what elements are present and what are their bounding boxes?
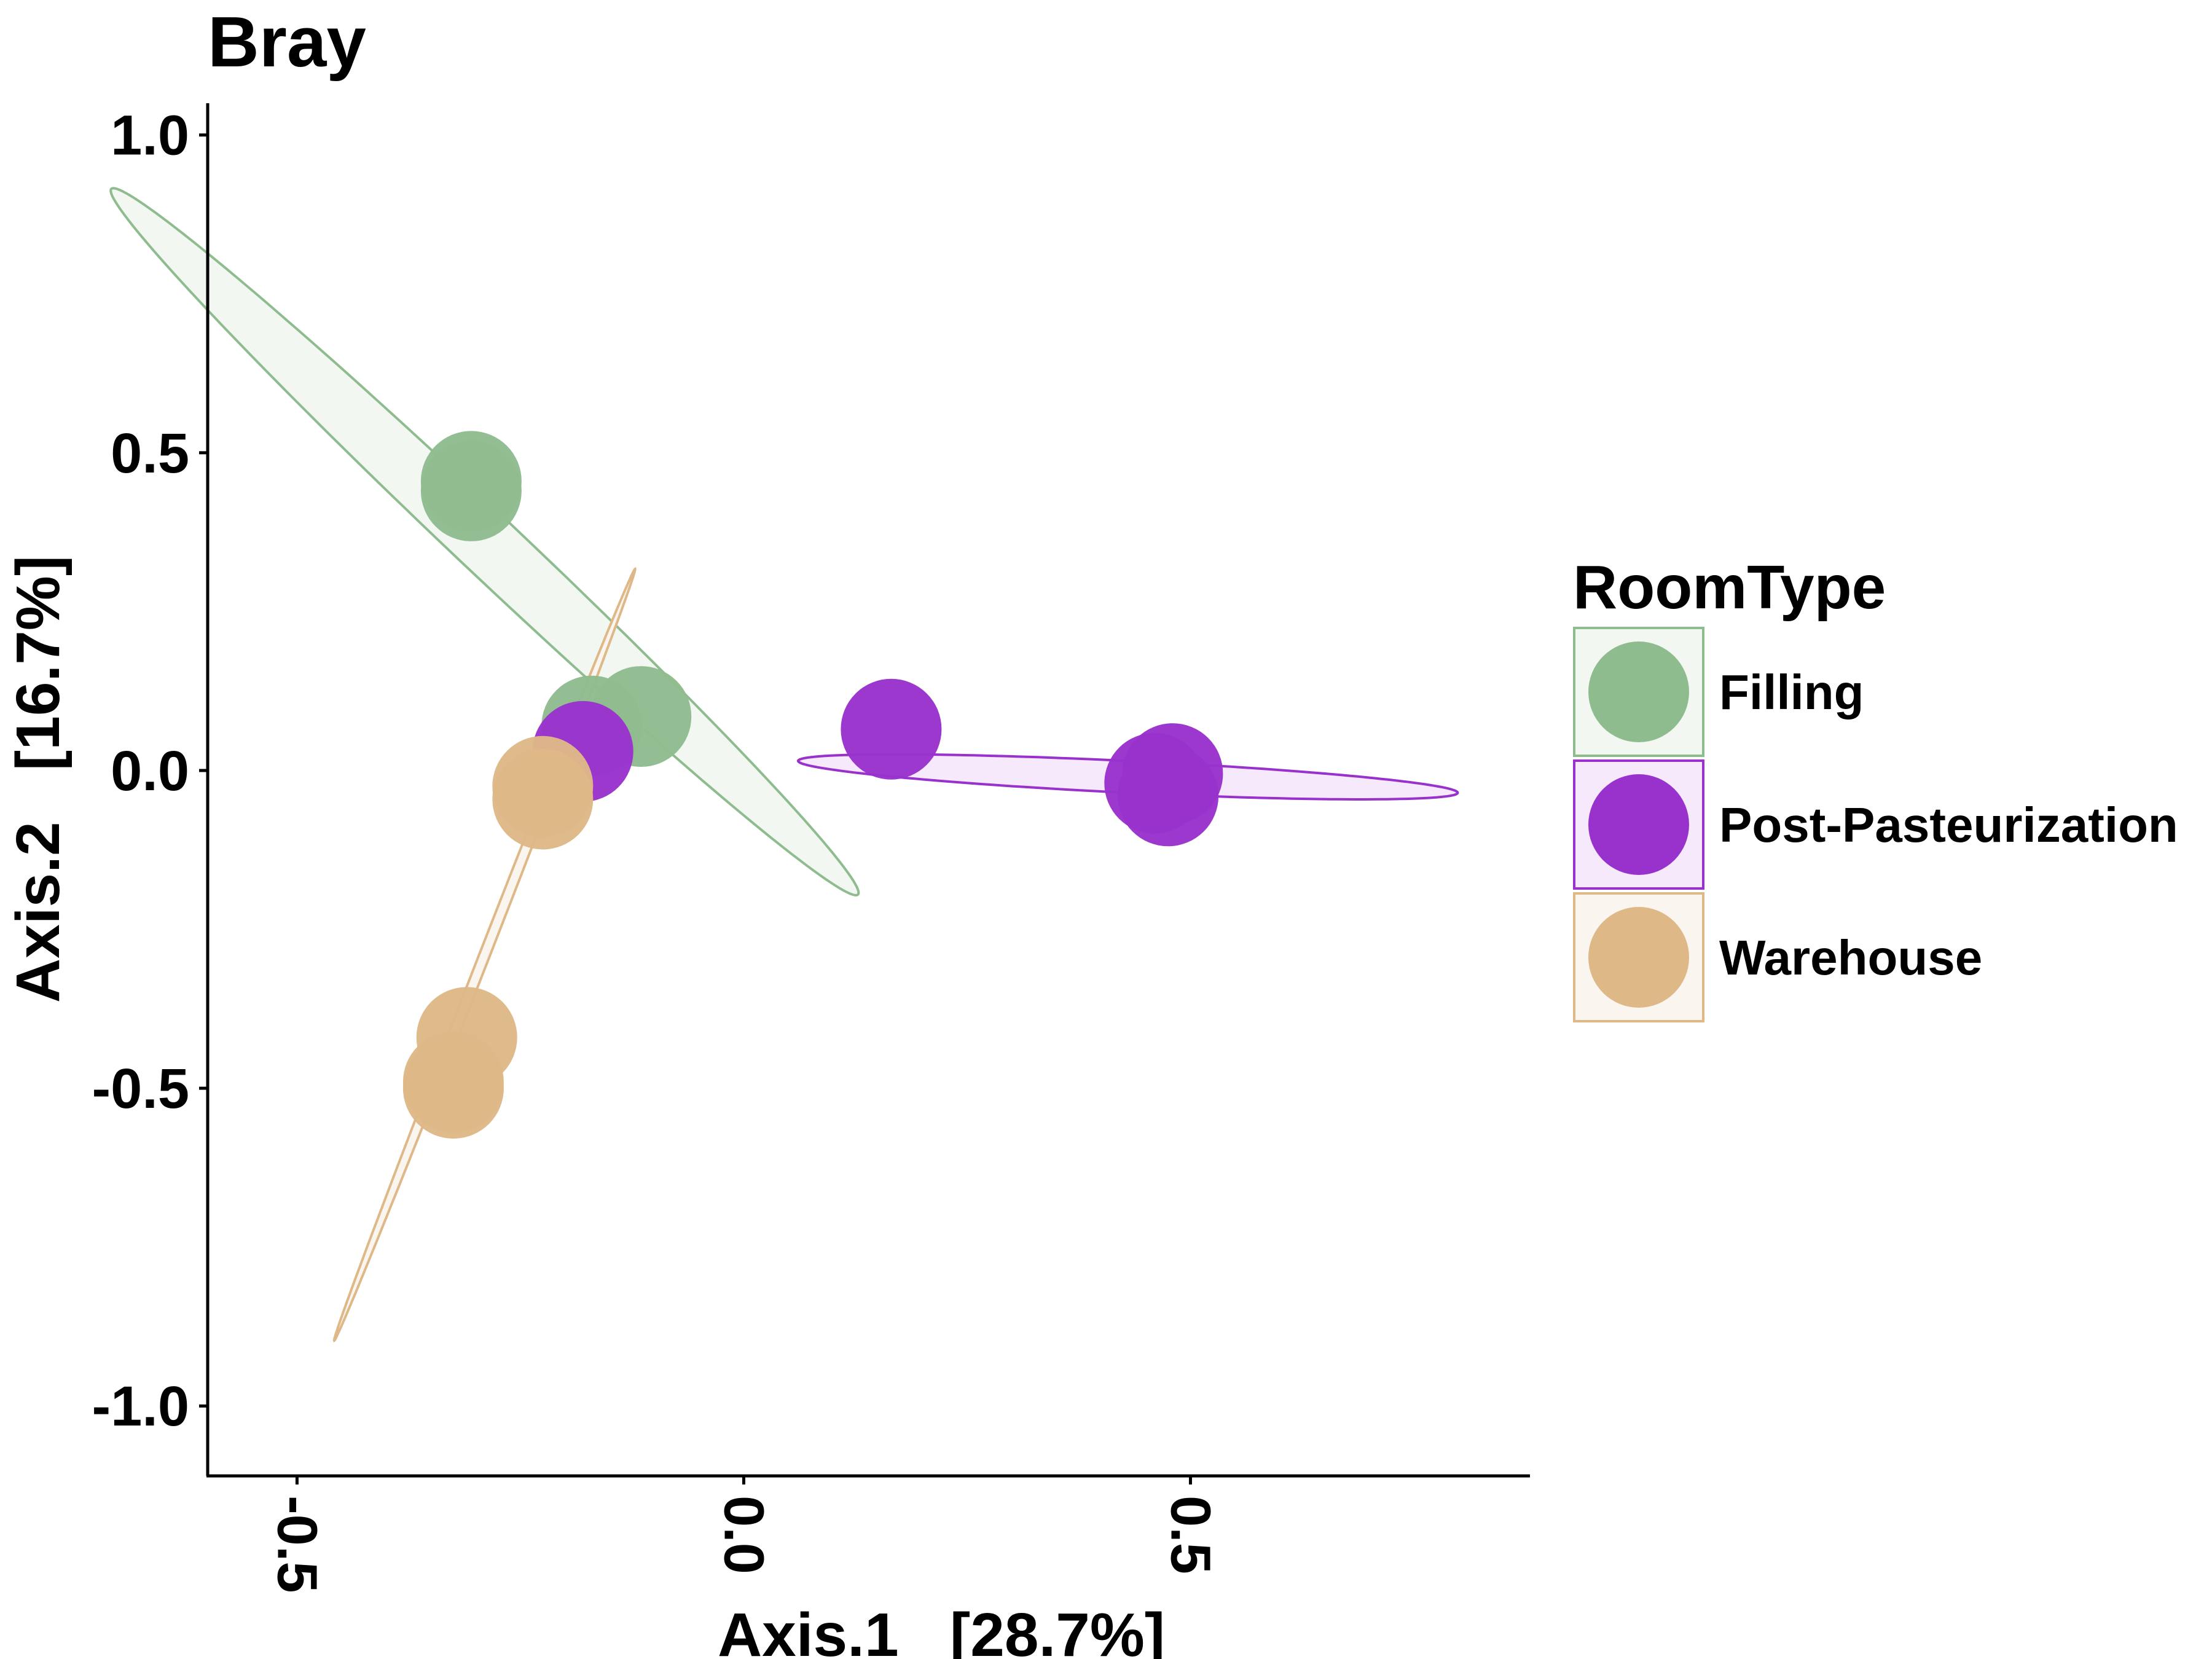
y-axis-label: Axis.2 [16.7%] (4, 555, 73, 1003)
data-points (402, 431, 1223, 1139)
legend: RoomType Filling Post-Pasteurization Wareh… (1573, 553, 2178, 1022)
legend-label-post-pasteurization: Post-Pasteurization (1719, 798, 2178, 852)
legend-swatch-warehouse (1588, 907, 1689, 1008)
y-axis-ticks: 1.0 0.5 0.0 -0.5 -1.0 (92, 104, 208, 1438)
legend-title: RoomType (1573, 553, 1886, 622)
y-tick-label: -0.5 (92, 1057, 189, 1120)
x-tick-label: -0.5 (265, 1496, 328, 1593)
x-axis-ticks: -0.5 0.0 0.5 (265, 1476, 1222, 1593)
x-axis-label: Axis.1 [28.7%] (718, 1601, 1165, 1659)
y-tick-label: 0.0 (111, 740, 189, 802)
y-tick-label: 1.0 (111, 104, 189, 167)
legend-swatch-post-pasteurization (1588, 774, 1689, 875)
y-tick-label: 0.5 (111, 422, 189, 485)
ellipse-filling (109, 187, 860, 897)
x-tick-label: 0.5 (1159, 1496, 1222, 1574)
point-warehouse (492, 748, 594, 850)
chart-title: Bray (208, 2, 366, 82)
legend-swatch-filling (1588, 641, 1689, 742)
point-warehouse (402, 1038, 504, 1139)
legend-label-filling: Filling (1719, 665, 1864, 720)
point-post-pasteurization (1118, 745, 1219, 847)
y-tick-label: -1.0 (92, 1375, 189, 1438)
legend-label-warehouse: Warehouse (1719, 930, 1982, 985)
point-post-pasteurization (841, 678, 942, 780)
x-tick-label: 0.0 (712, 1496, 775, 1574)
confidence-ellipses (109, 187, 1459, 1343)
point-filling (420, 440, 522, 541)
